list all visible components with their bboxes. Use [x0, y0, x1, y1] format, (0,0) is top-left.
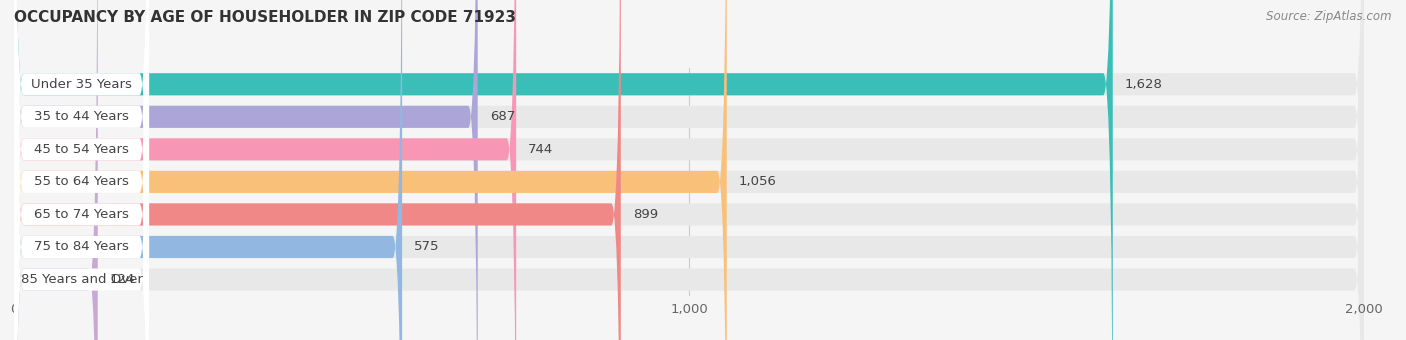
FancyBboxPatch shape: [14, 0, 621, 340]
FancyBboxPatch shape: [14, 0, 149, 340]
FancyBboxPatch shape: [14, 0, 516, 340]
Text: 687: 687: [489, 110, 515, 123]
FancyBboxPatch shape: [14, 0, 1364, 340]
Text: 75 to 84 Years: 75 to 84 Years: [34, 240, 129, 254]
FancyBboxPatch shape: [14, 0, 149, 340]
Text: 124: 124: [110, 273, 135, 286]
FancyBboxPatch shape: [14, 0, 1364, 340]
Text: 65 to 74 Years: 65 to 74 Years: [34, 208, 129, 221]
Text: 744: 744: [529, 143, 554, 156]
Text: 575: 575: [415, 240, 440, 254]
FancyBboxPatch shape: [14, 0, 149, 340]
FancyBboxPatch shape: [14, 0, 478, 340]
FancyBboxPatch shape: [14, 0, 149, 340]
FancyBboxPatch shape: [14, 0, 149, 340]
FancyBboxPatch shape: [14, 0, 1364, 340]
FancyBboxPatch shape: [14, 0, 1364, 340]
FancyBboxPatch shape: [14, 0, 1364, 340]
FancyBboxPatch shape: [14, 0, 1364, 340]
Text: Source: ZipAtlas.com: Source: ZipAtlas.com: [1267, 10, 1392, 23]
Text: 85 Years and Over: 85 Years and Over: [21, 273, 142, 286]
Text: OCCUPANCY BY AGE OF HOUSEHOLDER IN ZIP CODE 71923: OCCUPANCY BY AGE OF HOUSEHOLDER IN ZIP C…: [14, 10, 516, 25]
Text: 45 to 54 Years: 45 to 54 Years: [34, 143, 129, 156]
Text: 1,056: 1,056: [740, 175, 776, 188]
Text: 35 to 44 Years: 35 to 44 Years: [34, 110, 129, 123]
FancyBboxPatch shape: [14, 0, 402, 340]
FancyBboxPatch shape: [14, 0, 149, 340]
FancyBboxPatch shape: [14, 0, 149, 340]
FancyBboxPatch shape: [14, 0, 98, 340]
FancyBboxPatch shape: [14, 0, 1112, 340]
Text: 55 to 64 Years: 55 to 64 Years: [34, 175, 129, 188]
Text: 899: 899: [633, 208, 658, 221]
FancyBboxPatch shape: [14, 0, 1364, 340]
FancyBboxPatch shape: [14, 0, 727, 340]
Text: 1,628: 1,628: [1125, 78, 1163, 91]
Text: Under 35 Years: Under 35 Years: [31, 78, 132, 91]
